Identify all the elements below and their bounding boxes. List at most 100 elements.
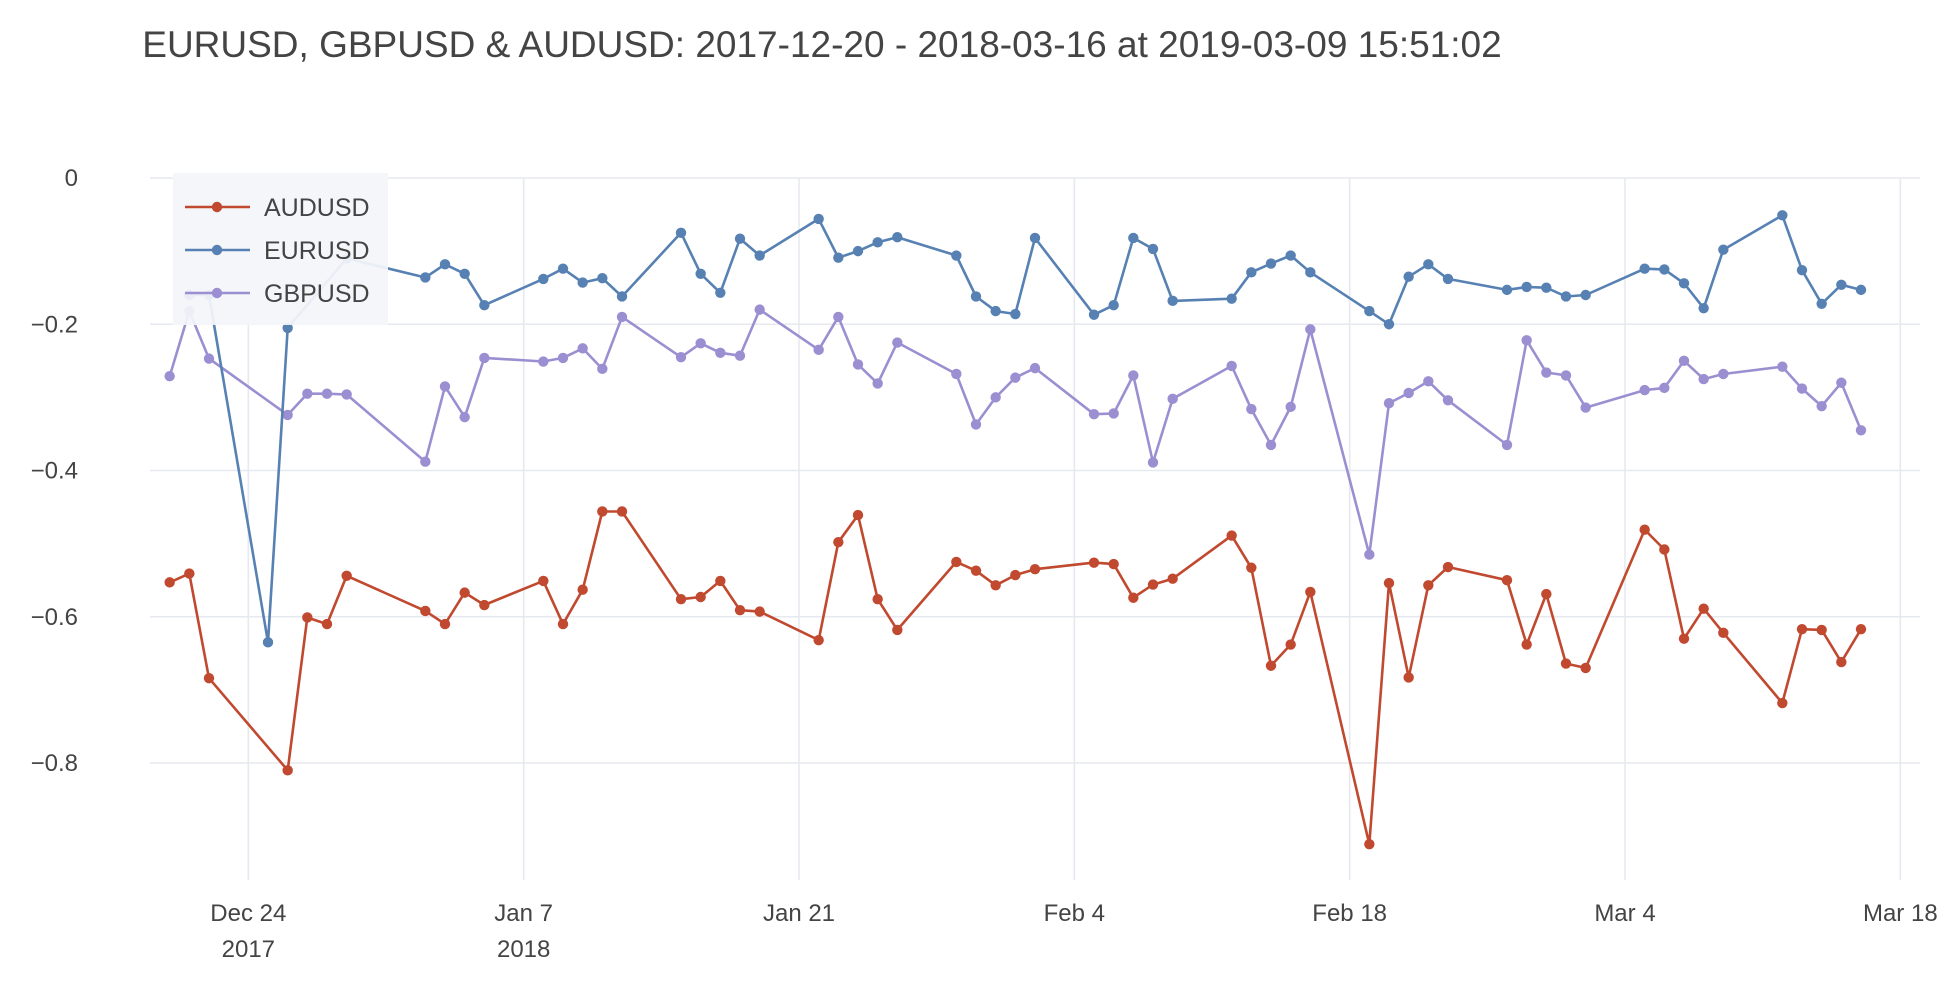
eurusd-point[interactable]: [1659, 264, 1670, 275]
eurusd-point[interactable]: [1305, 267, 1316, 278]
audusd-point[interactable]: [203, 672, 215, 684]
eurusd-point[interactable]: [1560, 291, 1572, 302]
audusd-point[interactable]: [1226, 530, 1237, 541]
audusd-point[interactable]: [1246, 562, 1257, 573]
eurusd-point[interactable]: [1108, 300, 1119, 311]
gbpusd-point[interactable]: [420, 456, 431, 467]
eurusd-point[interactable]: [282, 322, 293, 334]
gbpusd-point[interactable]: [852, 359, 864, 370]
gbpusd-point[interactable]: [734, 350, 746, 361]
eurusd-point[interactable]: [1521, 281, 1532, 293]
audusd-point[interactable]: [734, 604, 746, 616]
eurusd-point[interactable]: [439, 259, 451, 270]
legend-item-eurusd[interactable]: EURUSD: [185, 237, 370, 265]
eurusd-point[interactable]: [1698, 302, 1709, 314]
eurusd-point[interactable]: [1855, 284, 1867, 296]
audusd-point[interactable]: [833, 536, 844, 548]
eurusd-point[interactable]: [990, 305, 1001, 317]
legend[interactable]: AUDUSD EURUSD GBPUSD: [173, 173, 388, 325]
eurusd-point[interactable]: [1088, 309, 1100, 320]
eurusd-point[interactable]: [1010, 308, 1021, 320]
audusd-point[interactable]: [1305, 586, 1316, 598]
gbpusd-point[interactable]: [479, 352, 490, 364]
gbpusd-point[interactable]: [341, 389, 352, 400]
audusd-point[interactable]: [892, 624, 903, 636]
eurusd-point[interactable]: [538, 273, 549, 285]
gbpusd-point[interactable]: [459, 411, 470, 423]
audusd-point[interactable]: [1285, 639, 1296, 650]
audusd-point[interactable]: [1698, 603, 1709, 614]
audusd-point[interactable]: [1442, 561, 1454, 573]
eurusd-point[interactable]: [1796, 264, 1808, 276]
audusd-point[interactable]: [184, 568, 195, 579]
audusd-point[interactable]: [715, 575, 726, 587]
eurusd-point[interactable]: [1147, 243, 1159, 255]
gbpusd-point[interactable]: [990, 392, 1001, 403]
eurusd-point[interactable]: [970, 291, 982, 302]
gbpusd-point[interactable]: [715, 347, 726, 358]
gbpusd-point[interactable]: [1796, 383, 1808, 394]
audusd-point[interactable]: [459, 587, 470, 598]
gbpusd-point[interactable]: [1226, 360, 1237, 372]
gbpusd-point[interactable]: [1423, 376, 1434, 387]
gbpusd-point[interactable]: [1128, 370, 1139, 381]
audusd-point[interactable]: [479, 599, 490, 611]
eurusd-point[interactable]: [1403, 271, 1414, 282]
eurusd-point[interactable]: [852, 245, 864, 257]
audusd-point[interactable]: [970, 565, 982, 576]
audusd-point[interactable]: [1108, 558, 1119, 570]
audusd-point[interactable]: [1265, 660, 1277, 671]
eurusd-point[interactable]: [892, 232, 903, 243]
audusd-point[interactable]: [420, 605, 431, 617]
eurusd-point[interactable]: [715, 287, 726, 299]
gbpusd-point[interactable]: [302, 388, 313, 399]
gbpusd-point[interactable]: [1147, 457, 1159, 468]
audusd-point[interactable]: [1777, 697, 1788, 709]
eurusd-point[interactable]: [695, 268, 706, 279]
audusd-point[interactable]: [1836, 656, 1847, 668]
gbpusd-point[interactable]: [1088, 408, 1100, 420]
audusd-point[interactable]: [1383, 577, 1395, 589]
gbpusd-point[interactable]: [1718, 368, 1729, 380]
eurusd-point[interactable]: [1423, 259, 1434, 270]
gbpusd-point[interactable]: [1403, 387, 1414, 399]
audusd-point[interactable]: [1580, 662, 1591, 674]
gbpusd-point[interactable]: [1010, 372, 1021, 383]
gbpusd-point[interactable]: [951, 368, 962, 380]
gbpusd-point[interactable]: [557, 352, 569, 364]
gbpusd-point[interactable]: [282, 409, 293, 421]
audusd-point[interactable]: [439, 618, 451, 630]
legend-item-audusd[interactable]: AUDUSD: [185, 194, 370, 222]
gbpusd-point[interactable]: [754, 304, 765, 315]
audusd-point[interactable]: [813, 634, 824, 646]
eurusd-point[interactable]: [833, 252, 844, 263]
eurusd-point[interactable]: [1383, 319, 1395, 330]
legend-item-gbpusd[interactable]: GBPUSD: [185, 280, 370, 308]
eurusd-point[interactable]: [1541, 282, 1552, 293]
eurusd-point[interactable]: [1777, 210, 1788, 221]
gbpusd-point[interactable]: [695, 338, 706, 349]
audusd-point[interactable]: [1855, 623, 1867, 635]
eurusd-point[interactable]: [1580, 289, 1591, 301]
audusd-point[interactable]: [321, 618, 333, 630]
eurusd-point[interactable]: [1501, 284, 1513, 296]
gbpusd-point[interactable]: [1364, 549, 1375, 560]
eurusd-point[interactable]: [557, 263, 569, 274]
gbpusd-point[interactable]: [833, 311, 844, 323]
gbpusd-point[interactable]: [1167, 393, 1178, 405]
gbpusd-point[interactable]: [203, 353, 215, 364]
eurusd-point[interactable]: [577, 277, 588, 288]
gbpusd-point[interactable]: [1501, 439, 1513, 451]
eurusd-point[interactable]: [1167, 295, 1178, 307]
audusd-point[interactable]: [1501, 574, 1513, 586]
eurusd-point[interactable]: [459, 268, 470, 279]
audusd-point[interactable]: [1010, 569, 1021, 581]
eurusd-point[interactable]: [1246, 267, 1257, 278]
eurusd-point[interactable]: [754, 250, 765, 261]
audusd-point[interactable]: [538, 575, 549, 587]
eurusd-point[interactable]: [420, 272, 431, 283]
gbpusd-point[interactable]: [813, 344, 824, 356]
audusd-point[interactable]: [990, 580, 1001, 591]
eurusd-point[interactable]: [872, 237, 883, 248]
audusd-point[interactable]: [1796, 623, 1808, 635]
